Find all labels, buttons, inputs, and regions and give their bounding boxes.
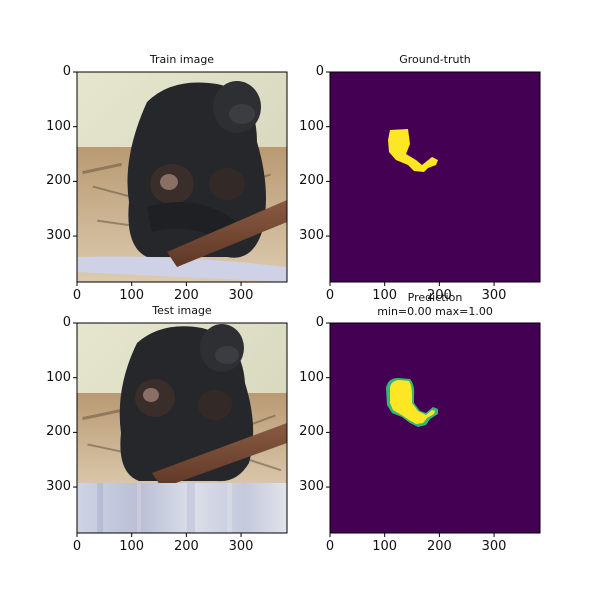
test-photo <box>77 323 287 533</box>
x-tick-label: 0 <box>325 539 335 554</box>
prediction-mask <box>330 323 540 533</box>
panel-prediction <box>329 322 541 534</box>
x-tick-label: 100 <box>119 539 145 554</box>
ground-truth-title: Ground-truth <box>399 53 471 66</box>
x-tick-label: 300 <box>481 288 507 303</box>
x-tick-label: 200 <box>173 539 199 554</box>
x-tick-label: 200 <box>426 288 452 303</box>
test-image-title: Test image <box>152 304 212 317</box>
y-tick-label: 0 <box>62 315 71 330</box>
y-tick-label: 200 <box>299 424 324 440</box>
x-tick-label: 200 <box>173 288 199 303</box>
x-tick-label: 200 <box>426 539 452 554</box>
y-tick-label: 300 <box>299 228 324 244</box>
y-tick-label: 100 <box>46 369 71 385</box>
y-tick-label: 100 <box>299 369 324 385</box>
y-tick-label: 200 <box>46 173 71 189</box>
y-tick-label: 0 <box>315 315 324 330</box>
y-tick-label: 200 <box>299 173 324 189</box>
y-tick-label: 0 <box>315 64 324 79</box>
prediction-title: Prediction min=0.00 max=1.00 <box>377 291 493 318</box>
x-tick-label: 100 <box>372 539 398 554</box>
x-tick-label: 300 <box>481 539 507 554</box>
x-tick-label: 300 <box>228 539 254 554</box>
y-tick-label: 300 <box>46 228 71 244</box>
ground-truth-mask <box>330 72 540 282</box>
x-tick-label: 100 <box>372 288 398 303</box>
y-tick-label: 200 <box>46 424 71 440</box>
y-tick-label: 100 <box>46 118 71 134</box>
train-photo <box>77 72 287 282</box>
panel-train-image <box>76 71 288 283</box>
train-image-title: Train image <box>149 53 215 66</box>
panel-ground-truth <box>329 71 541 283</box>
x-tick-label: 0 <box>72 288 82 303</box>
x-tick-label: 300 <box>228 288 254 303</box>
panel-test-image <box>76 322 288 534</box>
y-tick-label: 100 <box>299 118 324 134</box>
y-tick-label: 0 <box>62 64 71 79</box>
x-tick-label: 0 <box>72 539 82 554</box>
x-tick-label: 0 <box>325 288 335 303</box>
x-tick-label: 100 <box>119 288 145 303</box>
y-tick-label: 300 <box>299 479 324 495</box>
y-tick-label: 300 <box>46 479 71 495</box>
